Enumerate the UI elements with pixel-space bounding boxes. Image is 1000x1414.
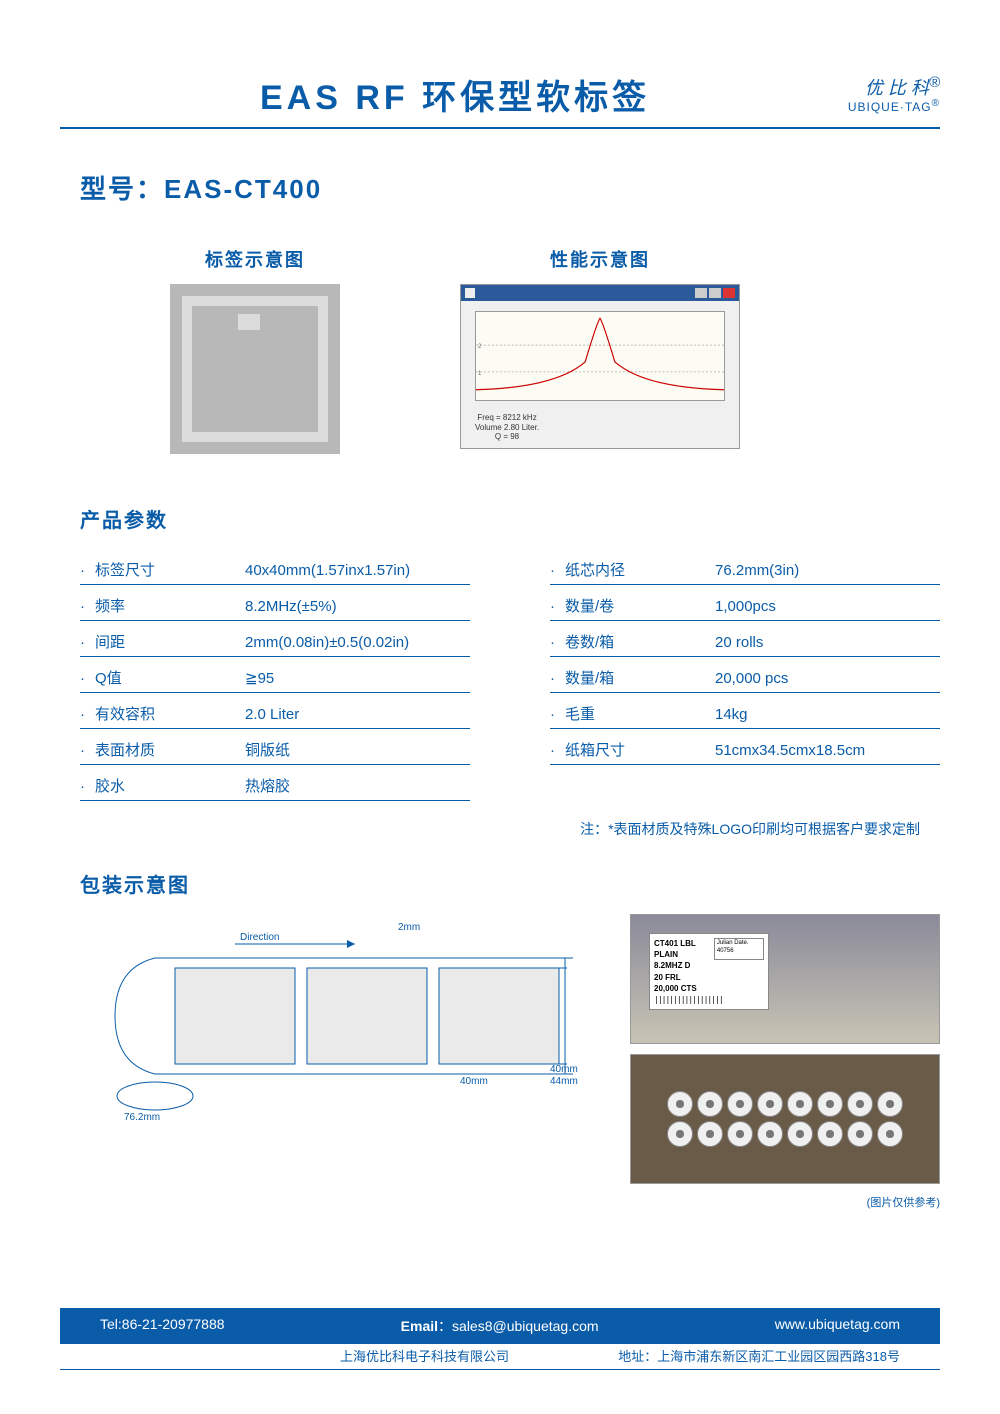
header-divider — [60, 127, 940, 129]
dim-gap: 2mm — [398, 922, 420, 933]
param-row: ·胶水热熔胶 — [80, 765, 470, 801]
param-row: ·数量/箱20,000 pcs — [550, 657, 940, 693]
dim-core: 76.2mm — [124, 1112, 160, 1123]
rolls — [665, 1091, 905, 1147]
param-row: ·纸芯内径76.2mm(3in) — [550, 549, 940, 585]
param-row: ·毛重14kg — [550, 693, 940, 729]
roll — [757, 1091, 783, 1117]
box-label: CT401 LBL PLAINJulian Date. 40756 8.2MHZ… — [649, 933, 769, 1010]
performance-graph: 2 1 — [475, 311, 725, 401]
rolls-photo — [630, 1054, 940, 1184]
tag-diagram-title: 标签示意图 — [170, 246, 340, 272]
param-row: ·标签尺寸40x40mm(1.57inx1.57in) — [80, 549, 470, 585]
perf-readout: Freq = 8212 kHz Volume 2.80 Liter. Q = 9… — [475, 413, 539, 442]
roll — [667, 1121, 693, 1147]
diagrams-row: 标签示意图 性能示意图 2 1 Freq = 8212 k — [170, 246, 940, 454]
roll — [787, 1091, 813, 1117]
param-row: ·间距2mm(0.08in)±0.5(0.02in) — [80, 621, 470, 657]
svg-text:2: 2 — [478, 344, 481, 350]
perf-curve: 2 1 — [476, 312, 724, 400]
param-row: ·表面材质铜版纸 — [80, 729, 470, 765]
tag-chip — [238, 314, 260, 330]
roll — [847, 1091, 873, 1117]
roll — [877, 1091, 903, 1117]
param-row: ·有效容积2.0 Liter — [80, 693, 470, 729]
param-row: ·数量/卷1,000pcs — [550, 585, 940, 621]
perf-window-controls — [695, 288, 735, 298]
roll — [697, 1121, 723, 1147]
footer-web: www.ubiquetag.com — [775, 1316, 900, 1336]
box-photo: CT401 LBL PLAINJulian Date. 40756 8.2MHZ… — [630, 914, 940, 1044]
params-left-col: ·标签尺寸40x40mm(1.57inx1.57in)·频率8.2MHz(±5%… — [80, 549, 470, 801]
perf-icon — [465, 288, 475, 298]
packaging-svg — [80, 914, 590, 1134]
photo-note: (图片仅供参考) — [630, 1194, 940, 1210]
footer-email: Email：sales8@ubiquetag.com — [401, 1316, 599, 1336]
roll — [757, 1121, 783, 1147]
dim-strip-h: 44mm — [550, 1076, 578, 1087]
footer-addr: 地址：上海市浦东新区南汇工业园区园西路318号 — [618, 1346, 900, 1365]
roll — [787, 1121, 813, 1147]
param-row: ·频率8.2MHz(±5%) — [80, 585, 470, 621]
param-row: ·纸箱尺寸51cmx34.5cmx18.5cm — [550, 729, 940, 765]
footer-company: 上海优比科电子科技有限公司 — [340, 1346, 509, 1365]
dim-height: 40mm — [550, 1064, 578, 1075]
performance-diagram-col: 性能示意图 2 1 Freq = 8212 kHz Volume 2.80 Li… — [460, 246, 740, 454]
roll — [697, 1091, 723, 1117]
model-number: 型号：EAS-CT400 — [80, 169, 940, 206]
param-row: ·Q值≧95 — [80, 657, 470, 693]
photo-column: CT401 LBL PLAINJulian Date. 40756 8.2MHZ… — [630, 914, 940, 1210]
dim-direction: Direction — [240, 932, 279, 943]
perf-titlebar — [461, 285, 739, 301]
packaging-title: 包装示意图 — [80, 869, 940, 898]
performance-window: 2 1 Freq = 8212 kHz Volume 2.80 Liter. Q… — [460, 284, 740, 449]
performance-diagram-title: 性能示意图 — [460, 246, 740, 272]
brand-block: 优 比 科® UBIQUE·TAG® — [848, 75, 940, 115]
params-note: 注：*表面材质及特殊LOGO印刷均可根据客户要求定制 — [60, 819, 920, 839]
roll — [727, 1091, 753, 1117]
footer-bar: Tel:86-21-20977888 Email：sales8@ubiqueta… — [60, 1308, 940, 1344]
params-title: 产品参数 — [80, 504, 940, 533]
tag-diagram-col: 标签示意图 — [170, 246, 340, 454]
roll — [817, 1091, 843, 1117]
page-title: EAS RF 环保型软标签 — [260, 70, 650, 119]
footer-tel: Tel:86-21-20977888 — [100, 1316, 225, 1336]
packaging-row: Direction 2mm 40mm 40mm 44mm 76.2mm CT40… — [80, 914, 940, 1210]
brand-en: UBIQUE·TAG® — [848, 98, 940, 114]
packaging-diagram: Direction 2mm 40mm 40mm 44mm 76.2mm — [80, 914, 590, 1134]
header-row: EAS RF 环保型软标签 优 比 科® UBIQUE·TAG® — [60, 70, 940, 119]
params-table: ·标签尺寸40x40mm(1.57inx1.57in)·频率8.2MHz(±5%… — [80, 549, 940, 801]
roll — [847, 1121, 873, 1147]
dim-width: 40mm — [460, 1076, 488, 1087]
params-right-col: ·纸芯内径76.2mm(3in)·数量/卷1,000pcs·卷数/箱20 rol… — [550, 549, 940, 801]
tag-diagram — [170, 284, 340, 454]
roll — [727, 1121, 753, 1147]
footer-sub: 上海优比科电子科技有限公司 地址：上海市浦东新区南汇工业园区园西路318号 — [60, 1346, 940, 1370]
roll — [667, 1091, 693, 1117]
param-row: ·卷数/箱20 rolls — [550, 621, 940, 657]
roll — [877, 1121, 903, 1147]
brand-cn: 优 比 科® — [848, 75, 940, 99]
roll — [817, 1121, 843, 1147]
